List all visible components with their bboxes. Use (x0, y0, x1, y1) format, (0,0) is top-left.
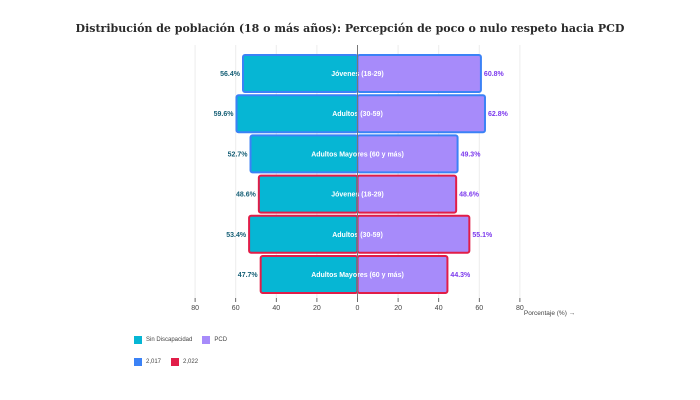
legend-label: Sin Discapacidad (146, 337, 193, 343)
value-label-pcd: 55.1% (472, 232, 493, 239)
value-label-sin-discapacidad: 59.6% (214, 111, 235, 118)
x-tick-label: 0 (356, 305, 360, 312)
x-tick-label: 80 (516, 305, 524, 312)
value-label-pcd: 62.8% (488, 111, 509, 118)
value-label-sin-discapacidad: 56.4% (220, 71, 241, 78)
value-label-pcd: 49.3% (461, 151, 482, 158)
legend-item-2022[interactable]: 2,022 (171, 358, 198, 366)
bars (235, 54, 486, 294)
legend-label: 2,017 (146, 359, 162, 365)
legend-swatch (134, 336, 142, 344)
value-label-pcd: 48.6% (459, 192, 480, 199)
value-label-sin-discapacidad: 47.7% (238, 272, 259, 279)
x-axis-title: Porcentaje (%) → (524, 310, 575, 317)
x-tick-label: 20 (313, 305, 321, 312)
legend-label: 2,022 (183, 359, 199, 365)
x-tick-label: 60 (232, 305, 240, 312)
chart-title: Distribución de población (18 o más años… (75, 22, 625, 35)
x-tick-label: 20 (394, 305, 402, 312)
value-label-sin-discapacidad: 48.6% (236, 192, 257, 199)
legend-row-series: Sin Discapacidad PCD (134, 336, 237, 344)
legend-swatch (171, 358, 180, 366)
legend-label: PCD (214, 337, 228, 343)
legend-item-pcd[interactable]: PCD (202, 336, 227, 344)
value-label-sin-discapacidad: 52.7% (228, 151, 249, 158)
legend-row-years: 2,017 2,022 (134, 358, 208, 366)
value-label-pcd: 44.3% (450, 272, 471, 279)
x-tick-label: 40 (272, 305, 280, 312)
legend-swatch (134, 358, 142, 366)
x-tick-label: 60 (475, 305, 483, 312)
legend-item-2017[interactable]: 2,017 (134, 358, 161, 366)
value-label-pcd: 60.8% (484, 71, 505, 78)
x-tick-label: 80 (191, 305, 199, 312)
legend-swatch (202, 336, 211, 344)
legend-item-sin-discapacidad[interactable]: Sin Discapacidad (134, 336, 192, 344)
value-label-sin-discapacidad: 53.4% (226, 232, 247, 239)
x-tick-label: 40 (435, 305, 443, 312)
